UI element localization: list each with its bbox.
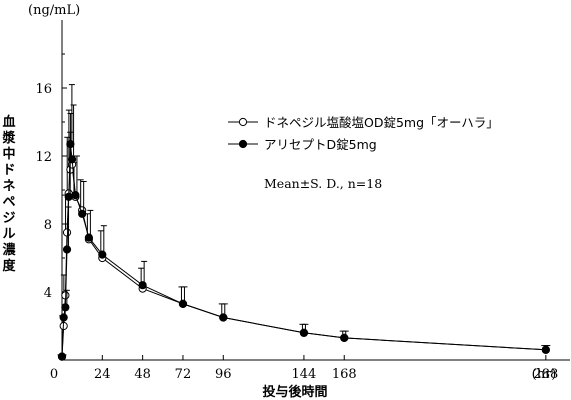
y-axis-label-char: ド — [2, 163, 15, 178]
data-point — [84, 233, 93, 242]
y-axis-label-char: 中 — [2, 146, 15, 162]
data-point — [59, 313, 68, 322]
y-axis-label-char: ル — [2, 227, 15, 242]
data-point — [66, 140, 75, 149]
y-axis-label-char: 度 — [2, 258, 16, 274]
data-point — [299, 328, 309, 337]
x-tick-label: 96 — [215, 367, 232, 382]
y-unit-label: (ng/mL) — [28, 3, 80, 18]
data-point — [178, 299, 188, 308]
data-point — [138, 281, 147, 290]
y-axis-label-char: ペ — [2, 195, 15, 210]
y-tick-label: 8 — [44, 218, 52, 233]
series-line — [61, 164, 546, 357]
data-point — [219, 313, 228, 322]
y-axis-label-char: ネ — [2, 179, 15, 194]
legend-label-1: ドネペジル塩酸塩OD錠5mg「オーハラ」 — [264, 115, 499, 130]
data-point — [78, 209, 87, 218]
data-point — [57, 352, 67, 361]
y-tick-label: 12 — [35, 150, 52, 165]
data-point — [64, 192, 73, 201]
x-tick-label: 288 — [533, 367, 558, 382]
data-point — [541, 345, 550, 354]
y-axis-label-char: ジ — [2, 211, 15, 226]
data-point — [62, 245, 72, 254]
series-2 — [57, 84, 551, 361]
x-tick-label: 144 — [292, 367, 317, 382]
data-point — [67, 155, 77, 164]
stats-annotation: Mean±S. D., n=18 — [264, 176, 382, 191]
x-unit-label: (hr) — [532, 367, 557, 382]
x-tick-label: 72 — [175, 367, 192, 382]
data-point — [71, 191, 80, 200]
y-axis-label-char: 濃 — [2, 242, 16, 258]
legend-marker-2 — [238, 139, 248, 149]
x-tick-label: 48 — [134, 367, 151, 382]
x-tick-label: 168 — [332, 367, 357, 382]
data-point — [340, 333, 349, 342]
legend-marker-1 — [238, 117, 248, 127]
y-axis-label-char: 血 — [2, 114, 15, 130]
legend-label-2: アリセプトD錠5mg — [264, 137, 377, 152]
series-layer — [57, 84, 551, 361]
data-point — [61, 303, 70, 312]
y-axis-label-char: 漿 — [1, 130, 16, 146]
y-ticks: 4 8 12 16 — [35, 53, 67, 327]
y-tick-label: 16 — [35, 82, 52, 97]
data-point — [98, 250, 107, 259]
x-tick-label: 0 — [50, 367, 58, 382]
x-ticks: 0 24 48 72 96 144 168 288 — [50, 355, 558, 382]
x-tick-label: 24 — [94, 367, 111, 382]
y-tick-label: 4 — [44, 286, 52, 301]
legend: ドネペジル塩酸塩OD錠5mg「オーハラ」 アリセプトD錠5mg — [228, 115, 499, 152]
x-axis-label: 投与後時間 — [262, 384, 327, 400]
